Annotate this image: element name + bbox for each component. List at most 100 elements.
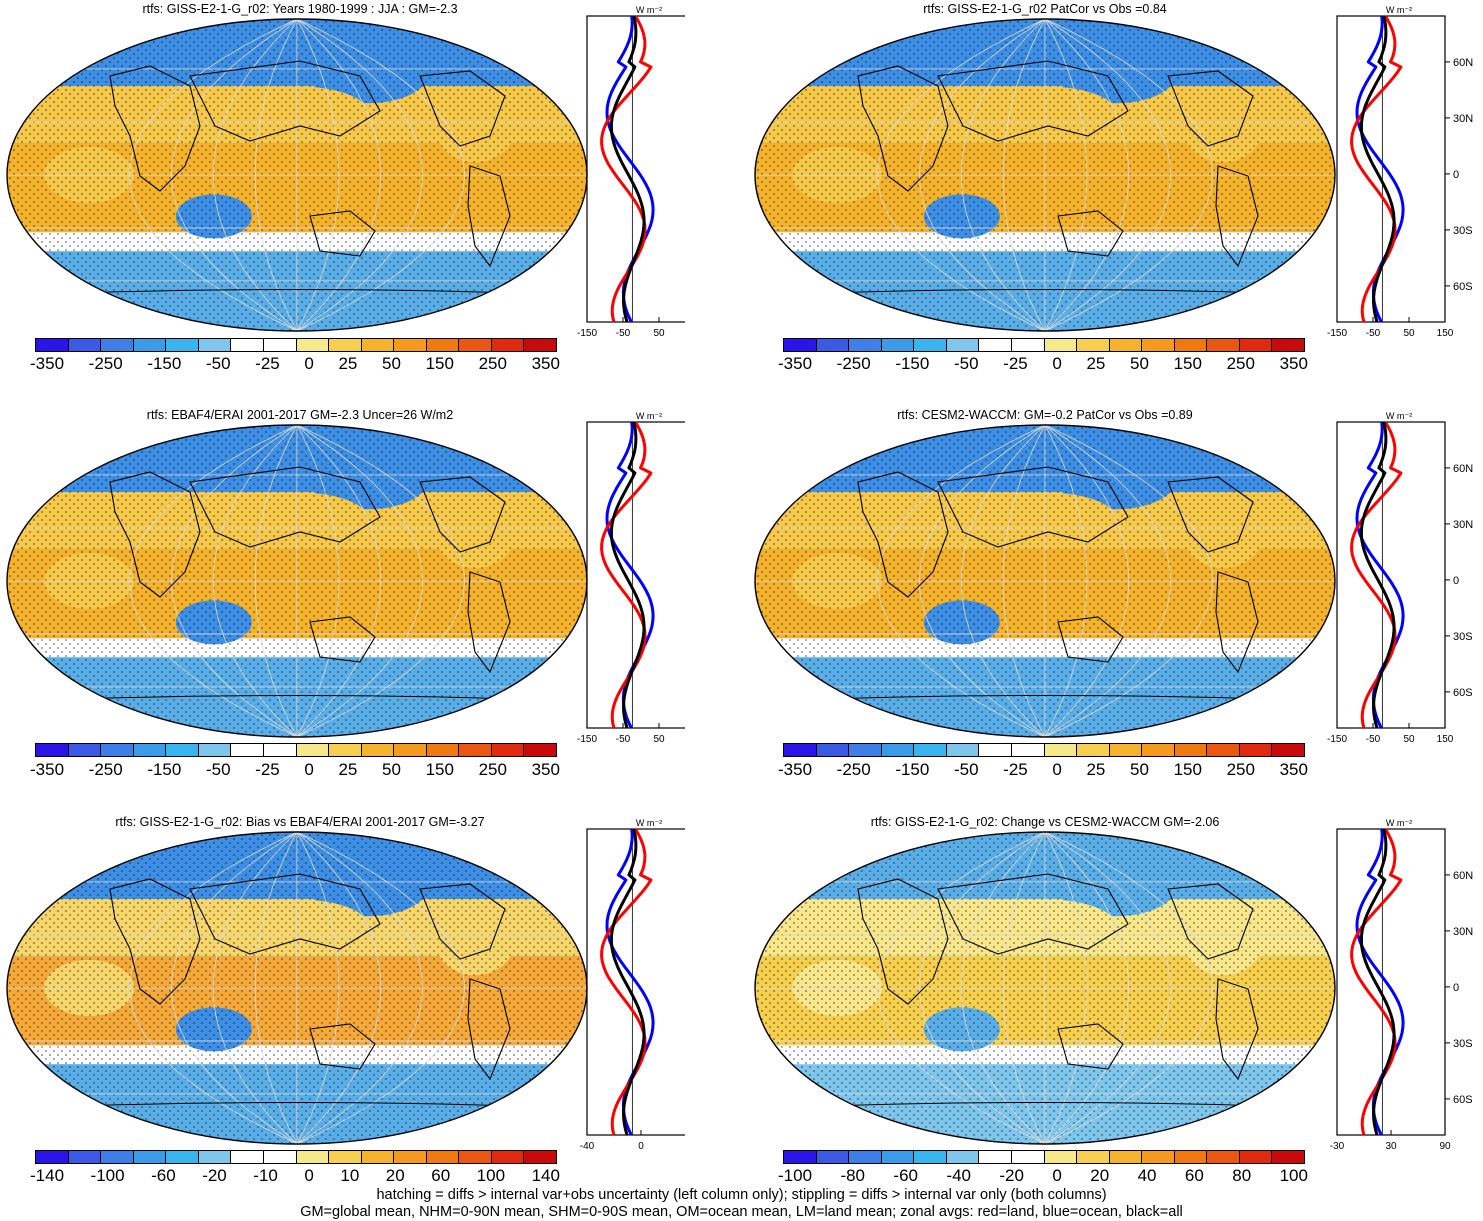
zonal-lat-label: 60S — [1453, 1094, 1473, 1106]
colorbar-tick-label: -150 — [147, 354, 182, 373]
colorbar-tick-label: -250 — [836, 760, 871, 779]
colorbar-swatch — [1043, 339, 1077, 351]
colorbar-swatch — [197, 1151, 231, 1163]
colorbar-swatch — [1010, 339, 1044, 351]
colorbar-swatch — [945, 744, 979, 756]
zonal-x-tick-label: 30 — [1385, 1141, 1397, 1152]
map-panel-5 — [6, 831, 588, 1145]
colorbar-swatch — [262, 339, 296, 351]
colorbar-tick-label: 250 — [1226, 354, 1255, 373]
colorbar-swatch — [458, 339, 491, 351]
colorbar-swatch — [848, 744, 881, 756]
colorbar-swatch — [197, 339, 231, 351]
colorbar-swatch — [100, 744, 133, 756]
panel-title: rtfs: GISS-E2-1-G_r02: Bias vs EBAF4/ERA… — [115, 815, 485, 829]
colorbar-tick-label: 0 — [304, 354, 314, 373]
zonal-lat-label: 60N — [1453, 870, 1473, 882]
colorbar-swatch — [1271, 744, 1304, 756]
colorbar-swatch — [815, 339, 849, 351]
colorbar-swatch — [1141, 744, 1174, 756]
zonal-curve — [609, 421, 646, 729]
zonal-x-tick-label: 50 — [1403, 328, 1415, 339]
colorbar-tick-label: -80 — [840, 1166, 866, 1185]
colorbar-tick-label: -250 — [88, 354, 123, 373]
map-panel-2 — [754, 18, 1336, 332]
zonal-x-tick-label: 50 — [1403, 734, 1415, 745]
colorbar-tick-label: -350 — [778, 354, 813, 373]
colorbar-tick-label: -100 — [90, 1166, 125, 1185]
zonal-lat-label: 60S — [1453, 281, 1473, 293]
colorbar-swatch — [1076, 1151, 1109, 1163]
zonal-lat-label: 30N — [1453, 926, 1473, 938]
zonal-x-tick-label: 0 — [638, 1141, 644, 1152]
colorbar-swatch — [1206, 1151, 1239, 1163]
zonal-x-tick-label: 150 — [1437, 734, 1454, 745]
colorbar-swatch — [1238, 339, 1272, 351]
colorbar-swatch — [328, 744, 361, 756]
map-panel-1 — [6, 18, 588, 332]
colorbar-swatch — [67, 744, 101, 756]
colorbar-tick-label: 25 — [338, 760, 358, 779]
colorbar-swatch — [490, 1151, 524, 1163]
colorbar-swatch — [1043, 1151, 1077, 1163]
colorbar-swatch — [913, 1151, 946, 1163]
zonal-x-tick-label: -150 — [577, 734, 597, 745]
colorbar-labels: -140 -100 -60 -20 -10 0 10 20 60 100 140 — [30, 1166, 560, 1186]
zonal-lat-label: 60S — [1453, 687, 1473, 699]
colorbar-tick-label: 60 — [1184, 1166, 1204, 1185]
colorbar-labels: -350 -250 -150 -50 -25 0 25 50 150 250 350 — [30, 760, 560, 780]
colorbar-tick-label: 100 — [476, 1166, 506, 1185]
zonal-lat-label: 30N — [1453, 113, 1473, 125]
colorbar-swatch — [978, 1151, 1011, 1163]
colorbar-swatch — [913, 339, 946, 351]
zonal-lat-label: 0 — [1453, 575, 1459, 587]
colorbar-swatch — [523, 1151, 556, 1163]
zonal-mean-plot-2: W m⁻² 60N 30N 0 30S 60S -150 -50 50 150 — [1327, 5, 1473, 339]
colorbar-swatch — [848, 339, 881, 351]
colorbar — [35, 1150, 557, 1164]
colorbar-labels: -350 -250 -150 -50 -25 0 25 50 150 250 350 — [778, 354, 1308, 374]
colorbar-swatch — [100, 339, 133, 351]
colorbar-swatch — [1271, 1151, 1304, 1163]
colorbar-swatch — [393, 1151, 426, 1163]
colorbar-tick-label: 0 — [304, 1166, 314, 1185]
colorbar-swatch — [784, 1151, 816, 1163]
colorbar — [35, 338, 557, 352]
colorbar-swatch — [1141, 339, 1174, 351]
colorbar-tick-label: -25 — [255, 760, 280, 779]
colorbar-tick-label: -50 — [953, 760, 979, 779]
colorbar-swatch — [1076, 339, 1109, 351]
zonal-x-tick-label: -40 — [580, 1141, 595, 1152]
colorbar-swatch — [262, 744, 296, 756]
zonal-unit-label: W m⁻² — [1386, 411, 1412, 421]
colorbar-labels: -100 -80 -60 -40 -20 0 20 40 60 80 100 — [778, 1166, 1308, 1186]
colorbar-swatch — [425, 339, 459, 351]
colorbar-tick-label: -250 — [836, 354, 871, 373]
panel-title: rtfs: CESM2-WACCM: GM=-0.2 PatCor vs Obs… — [897, 408, 1193, 422]
colorbar-swatch — [328, 1151, 361, 1163]
colorbar-tick-label: 250 — [1226, 760, 1255, 779]
colorbar-tick-label: 40 — [1137, 1166, 1157, 1185]
zonal-lat-label: 30S — [1453, 225, 1473, 237]
colorbar-tick-label: 0 — [1052, 1166, 1062, 1185]
colorbar-tick-label: -50 — [205, 354, 231, 373]
zonal-lat-label: 30N — [1453, 519, 1473, 531]
zonal-lat-label: 60N — [1453, 57, 1473, 69]
colorbar-swatch — [1010, 744, 1044, 756]
footer-note: hatching = diffs > internal var+obs unce… — [0, 1187, 1483, 1221]
colorbar-swatch — [67, 339, 101, 351]
colorbar-tick-label: -140 — [30, 1166, 65, 1185]
colorbar-tick-label: 10 — [340, 1166, 360, 1185]
colorbar-tick-label: 140 — [531, 1166, 560, 1185]
colorbar-swatch — [393, 339, 426, 351]
colorbar-swatch — [490, 744, 524, 756]
colorbar-swatch — [1173, 744, 1207, 756]
colorbar-swatch — [1238, 744, 1272, 756]
zonal-mean-plot-6: W m⁻² 60N 30N 0 30S 60S -30 30 90 — [1330, 818, 1473, 1152]
colorbar-swatch — [262, 1151, 296, 1163]
colorbar-swatch — [815, 1151, 849, 1163]
zonal-x-tick-label: -150 — [1327, 328, 1347, 339]
zonal-curve — [609, 828, 646, 1136]
colorbar-swatch — [978, 744, 1011, 756]
colorbar-swatch — [295, 744, 329, 756]
